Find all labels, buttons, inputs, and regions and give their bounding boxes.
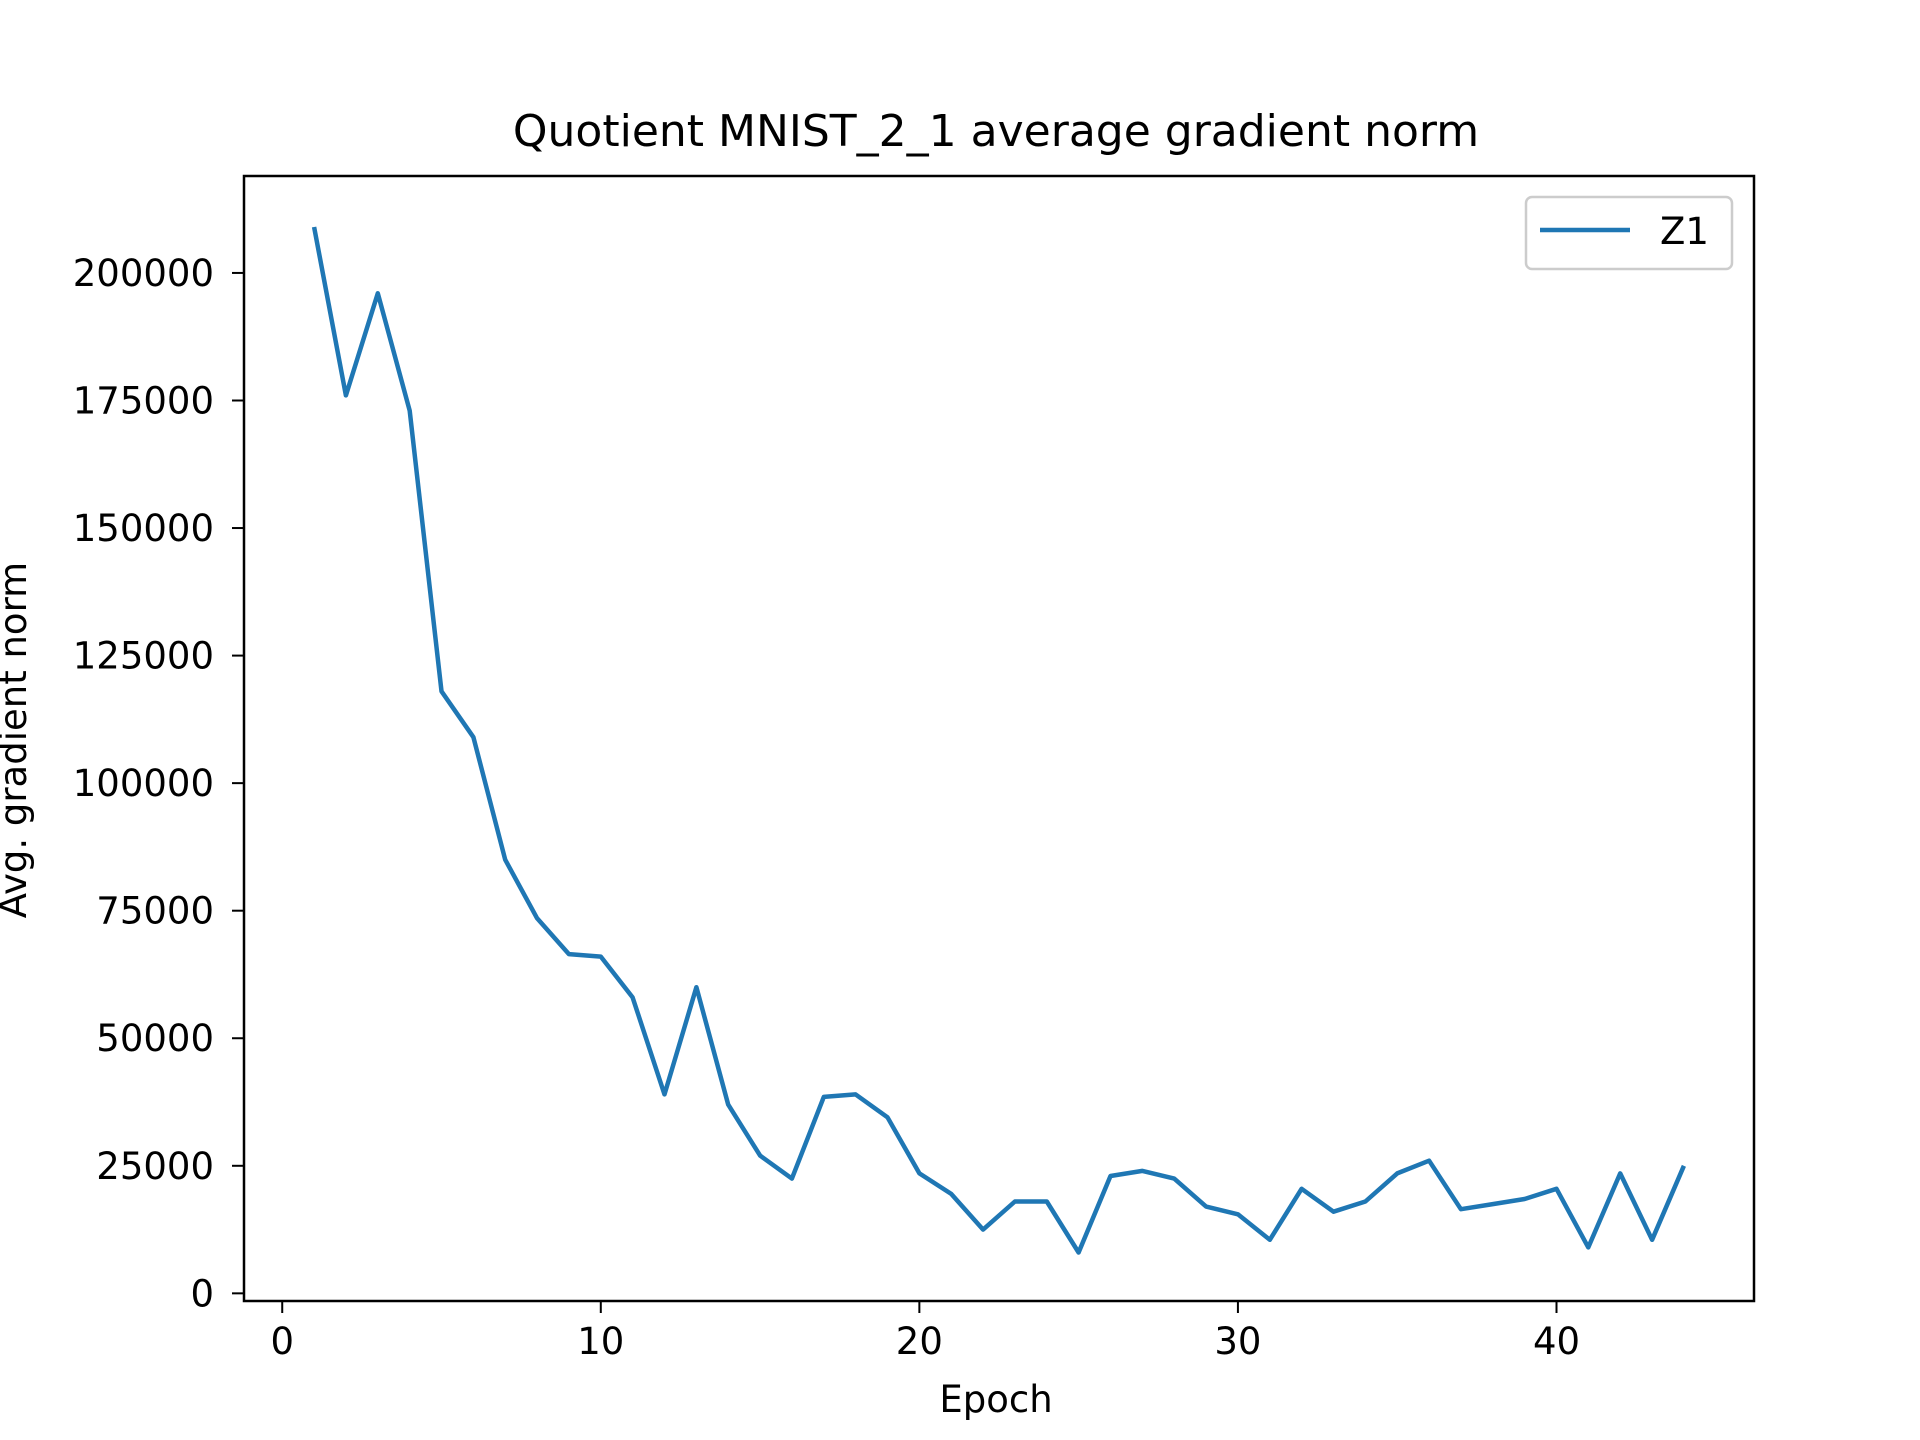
x-axis-label: Epoch <box>939 1378 1052 1421</box>
y-tick-label: 150000 <box>73 507 214 550</box>
series-layer <box>311 226 1686 1255</box>
x-tick-label: 20 <box>896 1320 943 1363</box>
y-tick-label: 200000 <box>73 252 214 295</box>
plot-area: 0 10 20 30 40 0 25000 50000 75000 100000 125000 15… <box>73 174 1756 1363</box>
legend-box <box>1524 195 1734 271</box>
legend: Z1 <box>1524 195 1734 271</box>
x-tick-label: 40 <box>1533 1320 1580 1363</box>
x-tick-label: 30 <box>1214 1320 1261 1363</box>
x-axis-ticks: 0 10 20 30 40 <box>270 1301 1580 1363</box>
y-tick-label: 0 <box>190 1272 214 1315</box>
y-tick-label: 125000 <box>73 635 214 678</box>
x-tick-label: 0 <box>270 1320 294 1363</box>
y-tick-label: 175000 <box>73 379 214 422</box>
chart-title: Quotient MNIST_2_1 average gradient norm <box>513 106 1479 157</box>
y-tick-label: 75000 <box>96 890 214 933</box>
y-tick-label: 25000 <box>96 1145 214 1188</box>
y-axis-ticks: 0 25000 50000 75000 100000 125000 150000 175000… <box>73 252 244 1315</box>
x-tick-label: 10 <box>577 1320 624 1363</box>
series-line-z1 <box>311 226 1686 1255</box>
y-axis-label: Avg. gradient norm <box>0 562 35 918</box>
y-tick-label: 100000 <box>73 762 214 805</box>
legend-label-z1: Z1 <box>1660 210 1709 253</box>
y-tick-label: 50000 <box>96 1017 214 1060</box>
axes-frame <box>242 174 1756 1303</box>
